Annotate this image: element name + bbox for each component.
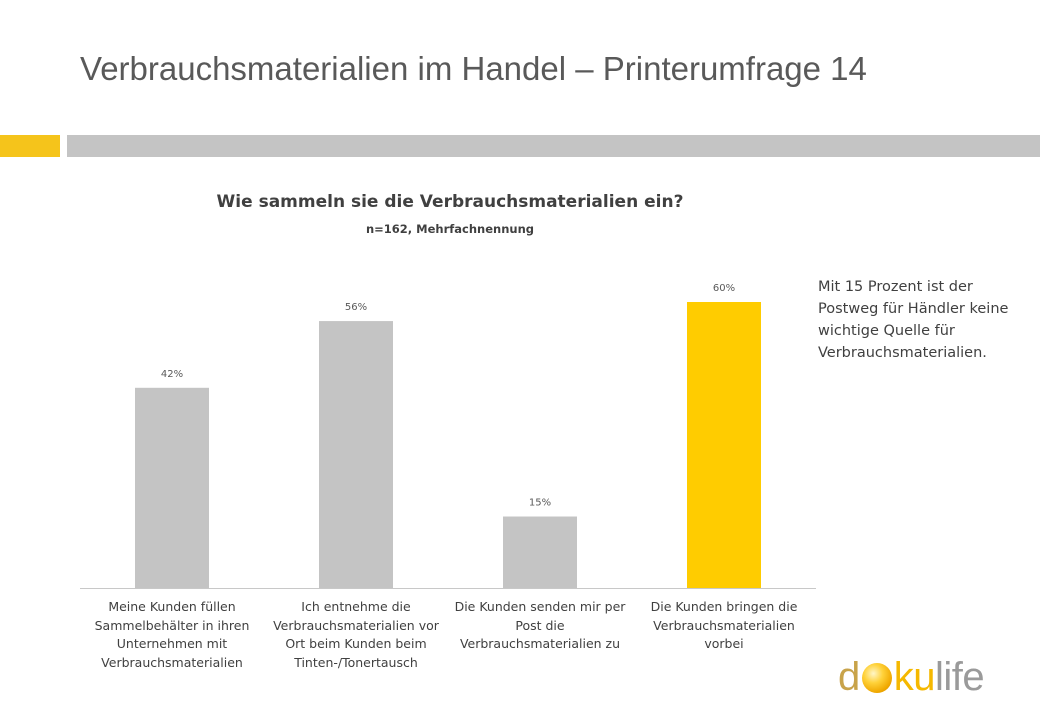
title-rule-bar [67,135,1040,157]
category-label: Ich entnehme die Verbrauchsmaterialien v… [273,599,439,670]
dokulife-logo: d kulife [838,655,985,700]
logo-letters-ku: ku [893,655,936,699]
bar-3 [503,516,577,588]
bar-2 [319,321,393,588]
bar-value-label: 42% [161,369,183,380]
category-label: Meine Kunden füllen Sammelbehälter in ih… [94,599,250,670]
bar-value-label: 15% [529,498,551,509]
bar-value-label: 60% [713,283,735,294]
bar-1 [135,387,209,588]
chart-title: Wie sammeln sie die Verbrauchsmaterialie… [216,192,684,212]
annotation-note: Mit 15 Prozent ist der Postweg für Händl… [818,279,1009,361]
logo-globe-icon [861,663,892,693]
chart-subtitle: n=162, Mehrfachnennung [365,222,535,236]
title-accent-bar [0,135,60,157]
bar-value-label: 56% [345,302,367,313]
logo-letters-life: life [935,655,985,699]
bar-4 [687,302,761,588]
logo-letter-d: d [838,655,860,699]
slide-title: Verbrauchsmaterialien im Handel – Printe… [80,50,867,87]
category-label: Die Kunden bringen die Verbrauchsmateria… [650,599,798,651]
category-label: Die Kunden senden mir per Post die Verbr… [454,599,626,651]
